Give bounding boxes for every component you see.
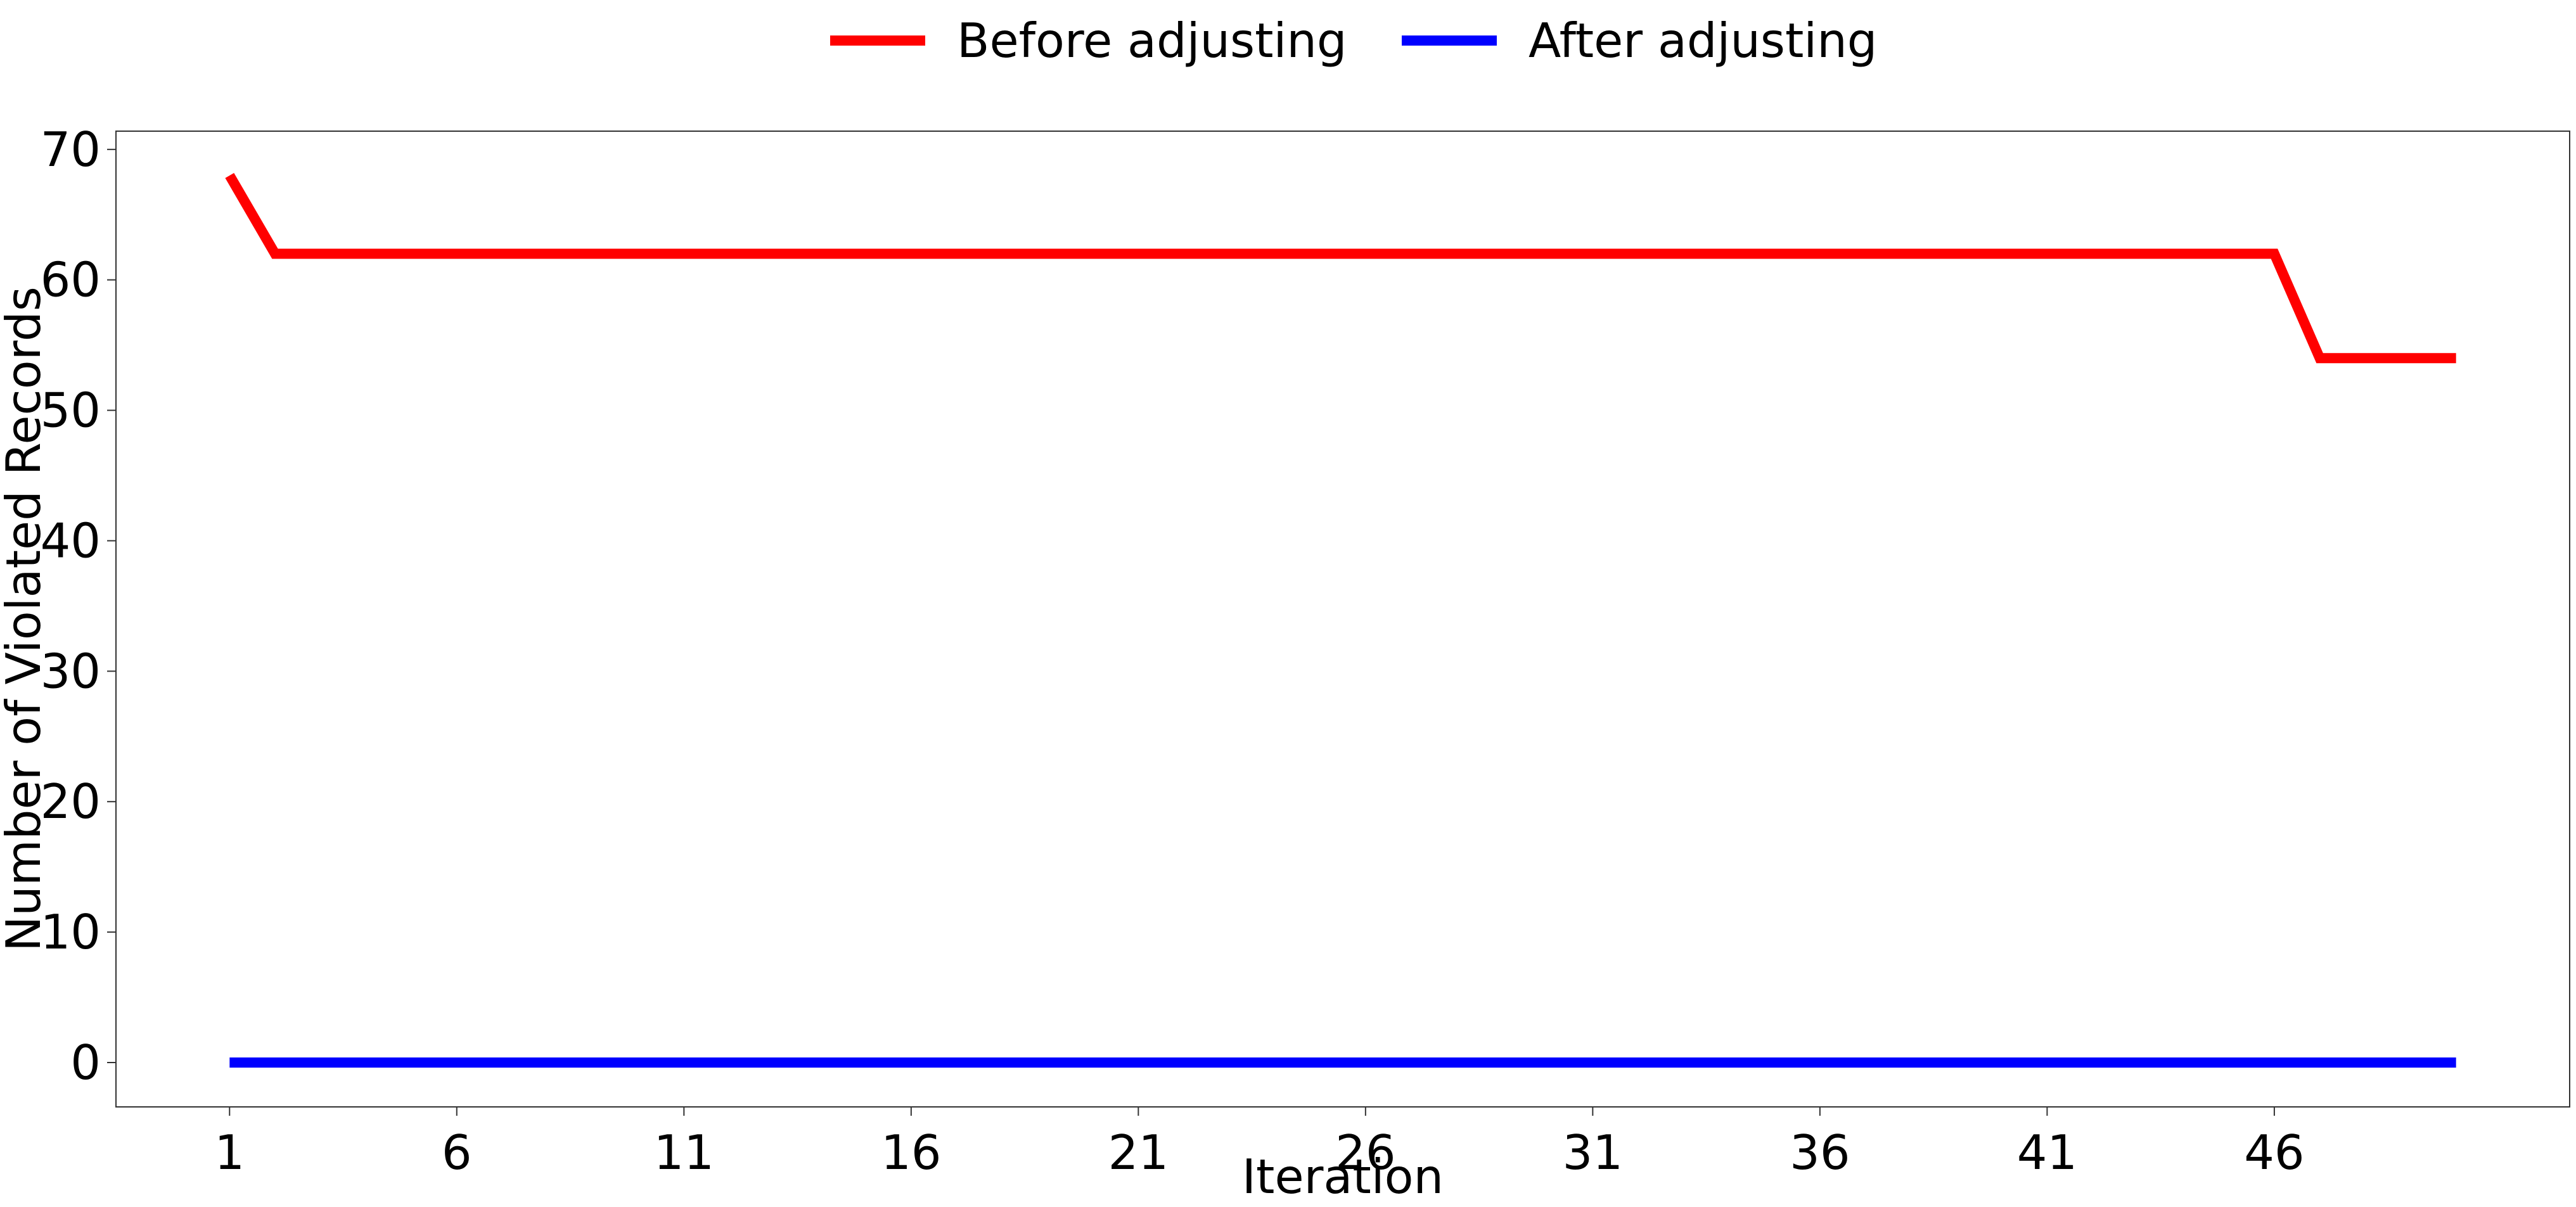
x-tick-label: 26 [1335,1125,1395,1180]
x-tick-label: 16 [881,1125,941,1180]
y-axis: 0 10 20 30 40 50 60 70 [41,122,116,1090]
series-line-before-adjusting [225,172,2456,364]
plot-area-frame [115,131,2570,1108]
x-axis-label: Iteration [1242,1149,1444,1204]
x-tick-label: 21 [1108,1125,1169,1180]
x-tick-label: 41 [2017,1125,2077,1180]
y-tick-label: 20 [41,774,101,829]
y-tick-label: 70 [41,122,101,177]
y-tick-label: 30 [41,643,101,699]
x-tick-label: 1 [214,1125,245,1180]
legend-label-before-adjusting: Before adjusting [957,13,1347,68]
x-axis: 1 6 11 16 21 26 31 36 41 46 [214,1107,2305,1180]
series-layer [225,172,2456,1068]
y-tick-label: 40 [41,513,101,568]
y-tick-label: 10 [41,904,101,960]
y-tick-label: 50 [41,383,101,438]
y-tick-label: 60 [41,252,101,308]
legend: Before adjusting After adjusting [830,13,1877,68]
x-tick-label: 36 [1790,1125,1850,1180]
x-tick-label: 31 [1563,1125,1623,1180]
x-tick-label: 46 [2244,1125,2304,1180]
x-tick-label: 6 [442,1125,472,1180]
x-tick-label: 11 [654,1125,714,1180]
y-axis-label: Number of Violated Records [0,286,51,952]
legend-label-after-adjusting: After adjusting [1528,13,1877,68]
y-tick-label: 0 [70,1035,101,1090]
